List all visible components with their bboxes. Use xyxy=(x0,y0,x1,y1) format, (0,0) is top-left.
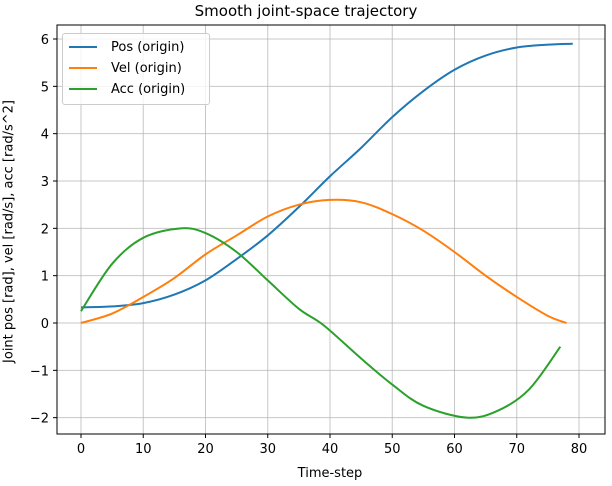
acc-line-icon xyxy=(69,88,97,90)
y-tick-label: 6 xyxy=(41,33,49,48)
x-tick-label: 30 xyxy=(259,442,276,457)
x-tick-label: 10 xyxy=(135,442,152,457)
x-tick-label: 40 xyxy=(322,442,339,457)
axes-frame xyxy=(56,24,606,435)
y-tick-label: 3 xyxy=(41,175,49,190)
chart-title: Smooth joint-space trajectory xyxy=(194,2,418,20)
legend-label-acc: Acc (origin) xyxy=(111,81,186,97)
x-tick-label: 80 xyxy=(571,442,588,457)
y-axis-label: Joint pos [rad], vel [rad/s], acc [rad/s… xyxy=(1,100,17,363)
y-tick-label: 2 xyxy=(41,222,49,237)
x-tick-label: 70 xyxy=(508,442,525,457)
pos-line-icon xyxy=(69,46,97,48)
series-line-vel xyxy=(80,198,567,324)
y-tick-label: −2 xyxy=(30,412,49,427)
x-tick-label: 20 xyxy=(197,442,214,457)
x-tick-label: 60 xyxy=(446,442,463,457)
y-tick-label: −1 xyxy=(30,364,49,379)
x-tick-label: 0 xyxy=(77,442,85,457)
y-tick-label: 5 xyxy=(41,80,49,95)
series-line-pos xyxy=(80,42,573,309)
legend-label-vel: Vel (origin) xyxy=(111,60,182,76)
y-tick-label: 0 xyxy=(41,317,49,332)
legend-label-pos: Pos (origin) xyxy=(111,39,185,55)
series-line-acc xyxy=(80,227,562,419)
x-axis-label: Time-step xyxy=(297,466,363,481)
y-tick-label: 4 xyxy=(41,128,49,143)
y-tick-label: 1 xyxy=(41,270,49,285)
legend: Pos (origin) Vel (origin) Acc (origin) xyxy=(62,33,210,105)
vel-line-icon xyxy=(69,67,97,69)
legend-item-acc: Acc (origin) xyxy=(69,80,185,98)
legend-item-pos: Pos (origin) xyxy=(69,38,184,56)
x-tick-label: 50 xyxy=(384,442,401,457)
legend-item-vel: Vel (origin) xyxy=(69,59,182,77)
